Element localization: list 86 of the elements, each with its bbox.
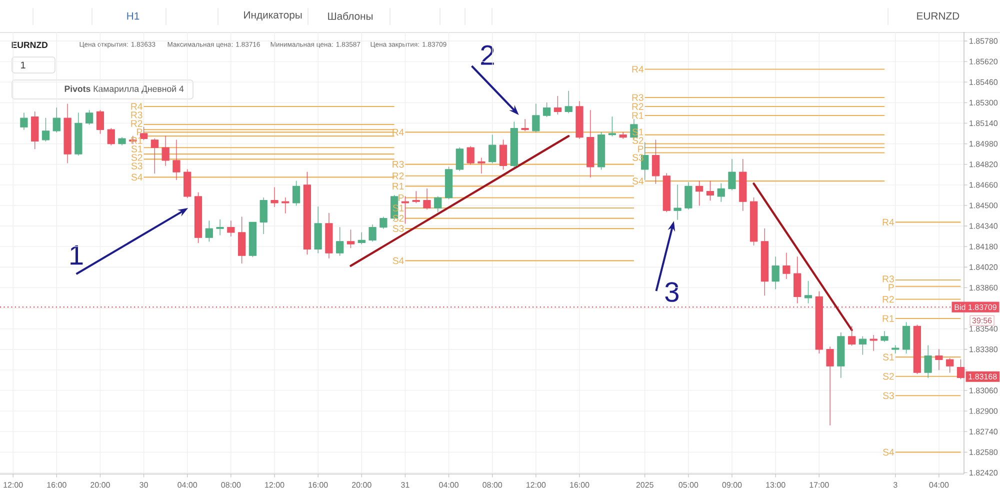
y-tick-label: 1.85300 [970, 100, 998, 106]
x-tick-label: 12:00 [526, 482, 546, 488]
text: S1 [131, 146, 142, 152]
text: P [137, 128, 142, 136]
x-tick-label: 04:00 [439, 482, 458, 488]
text: S4 [632, 178, 644, 184]
ref-line-label: Bid 1.83709 [954, 304, 996, 310]
y-tick-label: 1.84180 [970, 244, 998, 250]
x-tick-label: 3 [893, 482, 898, 488]
text: S4 [131, 174, 142, 181]
x-tick-label: 31 [401, 482, 410, 488]
y-tick-label: 1.84340 [970, 223, 998, 229]
text: S3 [131, 162, 142, 170]
annotation: 1.83168 [968, 374, 997, 380]
y-tick-label: 1.82900 [970, 408, 998, 414]
y-tick-label: 1.84660 [970, 182, 998, 188]
annotation: 2 [481, 45, 494, 65]
x-tick-label: 04:00 [929, 482, 949, 488]
y-tick-label: 1.83380 [970, 346, 998, 352]
annotation: 1 [21, 62, 26, 68]
text: R4 [392, 128, 404, 136]
series-label: R3 [392, 160, 404, 168]
text: S4 [392, 257, 404, 264]
text: R2 [392, 172, 404, 180]
series-label: R4 [882, 218, 894, 226]
series-label: R1 [392, 182, 404, 190]
x-tick-label: 16:00 [570, 482, 590, 488]
text: R1 [632, 112, 644, 119]
series-label: P [398, 194, 404, 202]
text: R3 [882, 276, 894, 282]
series-label: S2 [883, 372, 894, 380]
text: R3 [632, 94, 644, 101]
text: P [888, 284, 894, 291]
text: H1 [127, 12, 140, 20]
x-tick-label: 04:00 [178, 482, 198, 488]
text: EURNZD [12, 42, 48, 48]
y-tick-label: 1.82580 [970, 449, 998, 455]
x-tick-label: 05:00 [678, 482, 698, 488]
text: R4 [131, 103, 142, 110]
text: S3 [392, 225, 404, 232]
y-tick-label: 1.84020 [970, 264, 998, 270]
y-tick-label: 1.85460 [970, 79, 998, 85]
text: R2 [131, 120, 142, 127]
x-tick-label: 17:00 [810, 482, 829, 488]
series-label: S3 [883, 392, 894, 400]
x-tick-label: 30 [140, 482, 148, 488]
text: R4 [632, 66, 644, 73]
y-tick-label: 1.83860 [970, 284, 998, 291]
text: P [638, 146, 644, 152]
series-label: S4 [883, 448, 894, 456]
x-tick-label: 08:00 [221, 482, 241, 488]
text: 39:56 [972, 318, 992, 324]
annotation: 1 [70, 245, 83, 265]
x-tick-label: 20:00 [352, 482, 372, 488]
x-tick-label: 09:00 [722, 482, 742, 488]
text: Индикаторы [244, 11, 302, 21]
x-tick-label: 12:00 [265, 482, 284, 488]
y-tick-label: 1.82420 [970, 470, 998, 476]
text: R1 [882, 315, 894, 322]
text: Шаблоны [328, 12, 373, 20]
text: EURNZD [917, 12, 960, 20]
x-tick-label: 20:00 [90, 482, 110, 488]
y-tick-label: 1.85620 [970, 58, 998, 64]
y-tick-label: 1.84820 [970, 162, 998, 168]
text: S2 [632, 137, 644, 144]
x-tick-label: 16:00 [308, 482, 328, 488]
x-tick-label: 12:00 [4, 482, 23, 488]
y-tick-label: 1.84500 [970, 202, 998, 208]
x-tick-label: 2025 [636, 482, 654, 488]
y-tick-label: 1.84980 [970, 140, 998, 147]
y-tick-label: 1.85780 [970, 38, 998, 44]
text: R3 [131, 112, 142, 118]
y-tick-label: 1.82740 [970, 428, 998, 434]
series-label: R2 [882, 296, 894, 303]
series-label: S1 [883, 354, 894, 360]
text: R2 [632, 103, 644, 110]
y-tick-label: 1.85140 [970, 120, 998, 126]
annotation: 3 [665, 282, 678, 302]
text: S2 [131, 154, 142, 161]
y-tick-label: 1.83540 [970, 326, 998, 332]
x-tick-label: 16:00 [47, 482, 66, 488]
y-tick-label: 1.83060 [970, 388, 998, 394]
x-tick-label: 13:00 [766, 482, 786, 488]
annotation: Pivots Камарилла Дневной 4 [64, 85, 184, 94]
text: S2 [392, 214, 404, 222]
x-tick-label: 08:00 [482, 482, 502, 488]
